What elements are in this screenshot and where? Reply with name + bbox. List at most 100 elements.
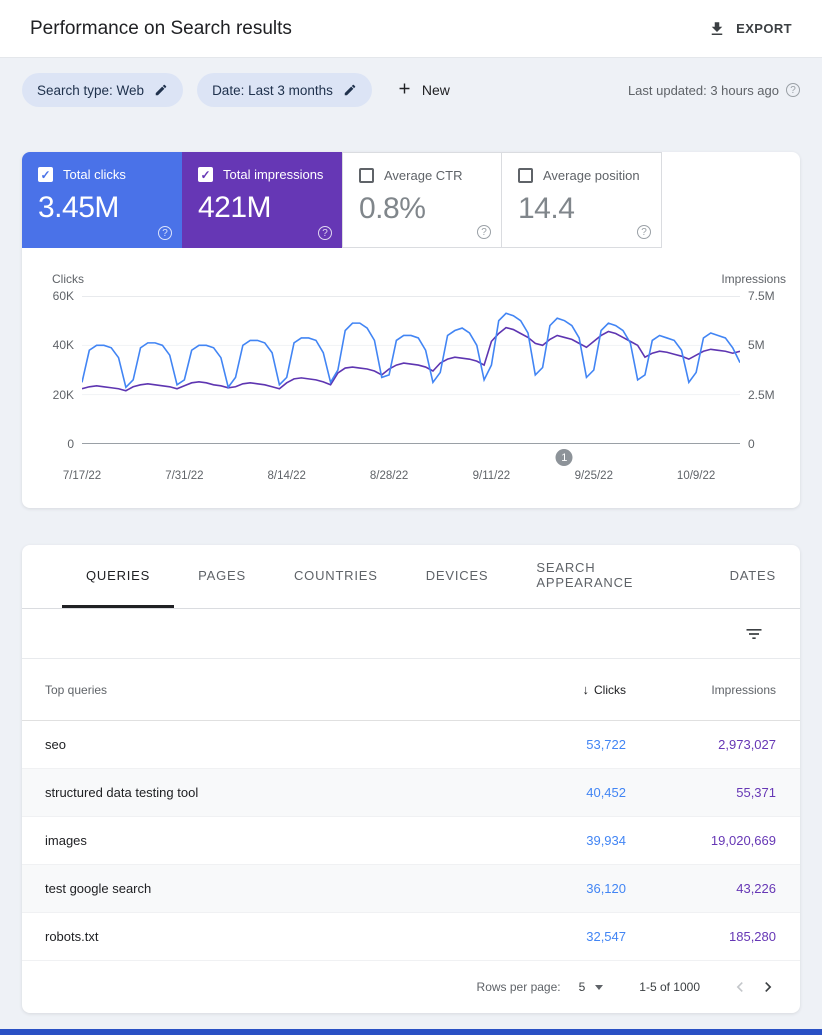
edit-pencil-icon bbox=[154, 83, 168, 97]
pagination-range: 1-5 of 1000 bbox=[639, 980, 700, 994]
table-row[interactable]: images 39,934 19,020,669 bbox=[22, 817, 800, 865]
help-icon[interactable]: ? bbox=[158, 226, 172, 240]
next-page-button[interactable] bbox=[754, 973, 782, 1001]
metric-tile-average-position[interactable]: Average position 14.4 ? bbox=[502, 152, 662, 248]
checkbox-unchecked-icon[interactable] bbox=[518, 168, 533, 183]
metric-label: Average CTR bbox=[384, 168, 463, 183]
clicks-cell: 53,722 bbox=[586, 737, 626, 752]
download-icon bbox=[708, 20, 726, 38]
checkbox-checked-icon[interactable]: ✓ bbox=[198, 167, 213, 182]
impressions-cell: 2,973,027 bbox=[718, 737, 776, 752]
left-axis-ticks: 60K 40K 20K 0 bbox=[38, 289, 82, 451]
metric-label: Average position bbox=[543, 168, 640, 183]
help-icon[interactable]: ? bbox=[477, 225, 491, 239]
impressions-cell: 19,020,669 bbox=[710, 833, 776, 848]
clicks-cell: 40,452 bbox=[586, 785, 626, 800]
tab-countries[interactable]: COUNTRIES bbox=[293, 567, 378, 583]
metric-tile-total-impressions[interactable]: ✓ Total impressions 421M ? bbox=[182, 152, 342, 248]
page-title: Performance on Search results bbox=[30, 17, 292, 39]
rows-per-page-value: 5 bbox=[578, 980, 586, 994]
sort-descending-icon: ↓ bbox=[582, 682, 590, 697]
performance-line-chart[interactable] bbox=[82, 296, 740, 444]
tab-pages[interactable]: PAGES bbox=[198, 567, 246, 583]
help-icon[interactable]: ? bbox=[786, 83, 800, 97]
right-axis-ticks: 7.5M 5M 2.5M 0 bbox=[740, 289, 788, 451]
left-axis-title: Clicks bbox=[52, 272, 84, 286]
tab-devices[interactable]: DEVICES bbox=[425, 567, 489, 583]
axis-tick: 2.5M bbox=[748, 387, 775, 402]
right-axis-title: Impressions bbox=[721, 272, 786, 286]
axis-tick: 9/11/22 bbox=[472, 470, 511, 482]
previous-page-button[interactable] bbox=[726, 973, 754, 1001]
clicks-cell: 39,934 bbox=[586, 833, 626, 848]
metric-tile-total-clicks[interactable]: ✓ Total clicks 3.45M ? bbox=[22, 152, 182, 248]
new-filter-button[interactable]: New bbox=[396, 80, 450, 100]
query-cell: structured data testing tool bbox=[45, 785, 199, 800]
axis-tick: 8/28/22 bbox=[369, 470, 409, 482]
clicks-cell: 36,120 bbox=[586, 881, 626, 896]
column-header-clicks[interactable]: ↓ Clicks bbox=[583, 682, 627, 697]
queries-table-card: QUERIES PAGES COUNTRIES DEVICES SEARCH A… bbox=[22, 545, 800, 1013]
axis-tick: 7/31/22 bbox=[165, 470, 204, 482]
table-filter-row bbox=[22, 609, 800, 659]
clicks-line bbox=[82, 313, 740, 387]
metric-value: 14.4 bbox=[518, 192, 575, 225]
metric-value: 0.8% bbox=[359, 192, 426, 225]
tab-queries[interactable]: QUERIES bbox=[62, 545, 175, 608]
axis-tick: 5M bbox=[748, 338, 765, 353]
table-row[interactable]: test google search 36,120 43,226 bbox=[22, 865, 800, 913]
dropdown-caret-icon bbox=[595, 984, 604, 990]
plus-icon bbox=[396, 80, 413, 100]
table-row[interactable]: seo 53,722 2,973,027 bbox=[22, 721, 800, 769]
last-updated-text: Last updated: 3 hours ago bbox=[627, 82, 779, 98]
chevron-left-icon bbox=[736, 982, 743, 992]
help-icon[interactable]: ? bbox=[318, 226, 332, 240]
axis-tick: 0 bbox=[67, 437, 74, 451]
checkbox-checked-icon[interactable]: ✓ bbox=[38, 167, 53, 182]
last-updated: Last updated: 3 hours ago ? bbox=[628, 83, 800, 98]
query-cell: seo bbox=[45, 737, 66, 752]
metric-tile-average-ctr[interactable]: Average CTR 0.8% ? bbox=[342, 152, 502, 248]
table-header-row: Top queries ↓ Clicks Impressions bbox=[22, 659, 800, 721]
axis-tick: 0 bbox=[748, 437, 755, 451]
axis-tick: 40K bbox=[52, 338, 74, 353]
table-row[interactable]: robots.txt 32,547 185,280 bbox=[22, 913, 800, 961]
edit-pencil-icon bbox=[343, 83, 357, 97]
new-filter-label: New bbox=[421, 82, 450, 98]
export-button[interactable]: EXPORT bbox=[708, 20, 792, 38]
performance-chart-card: ✓ Total clicks 3.45M ? ✓ Total impressio… bbox=[22, 152, 800, 508]
search-type-chip[interactable]: Search type: Web bbox=[22, 73, 184, 107]
checkbox-unchecked-icon[interactable] bbox=[359, 168, 374, 183]
metric-value: 421M bbox=[198, 191, 272, 224]
chart-annotation-marker[interactable]: 1 bbox=[555, 449, 573, 466]
filter-icon[interactable] bbox=[744, 624, 764, 644]
tab-search-appearance[interactable]: SEARCH APPEARANCE bbox=[536, 560, 634, 590]
query-cell: images bbox=[45, 833, 87, 848]
search-type-chip-label: Search type: Web bbox=[37, 82, 145, 98]
table-row[interactable]: structured data testing tool 40,452 55,3… bbox=[22, 769, 800, 817]
dimension-tabs: QUERIES PAGES COUNTRIES DEVICES SEARCH A… bbox=[22, 545, 800, 609]
clicks-cell: 32,547 bbox=[586, 929, 626, 944]
metric-label: Total clicks bbox=[63, 167, 126, 182]
date-range-chip-label: Date: Last 3 months bbox=[212, 82, 333, 98]
column-header-impressions[interactable]: Impressions bbox=[711, 682, 776, 697]
column-header-clicks-label: Clicks bbox=[594, 682, 626, 697]
tab-dates[interactable]: DATES bbox=[729, 567, 776, 583]
top-bar: Performance on Search results EXPORT bbox=[0, 0, 822, 58]
axis-tick: 7.5M bbox=[748, 289, 775, 303]
axis-tick: 8/14/22 bbox=[267, 470, 306, 482]
help-icon[interactable]: ? bbox=[637, 225, 651, 239]
filters-row: Search type: Web Date: Last 3 months New… bbox=[22, 72, 800, 108]
bottom-bar bbox=[0, 1029, 822, 1035]
date-range-chip[interactable]: Date: Last 3 months bbox=[197, 73, 372, 107]
axis-tick: 10/9/22 bbox=[676, 470, 716, 482]
axis-tick: 20K bbox=[52, 387, 74, 402]
metric-tiles: ✓ Total clicks 3.45M ? ✓ Total impressio… bbox=[22, 152, 800, 248]
query-cell: robots.txt bbox=[45, 929, 99, 944]
x-axis-ticks: 7/17/22 7/31/22 8/14/22 8/28/22 9/11/22 … bbox=[63, 470, 740, 486]
impressions-cell: 43,226 bbox=[736, 881, 776, 896]
table-body: seo 53,722 2,973,027 structured data tes… bbox=[22, 721, 800, 961]
rows-per-page-select[interactable]: 5 bbox=[579, 980, 604, 994]
chevron-right-icon bbox=[765, 982, 772, 992]
column-header-top-queries[interactable]: Top queries bbox=[45, 682, 108, 697]
